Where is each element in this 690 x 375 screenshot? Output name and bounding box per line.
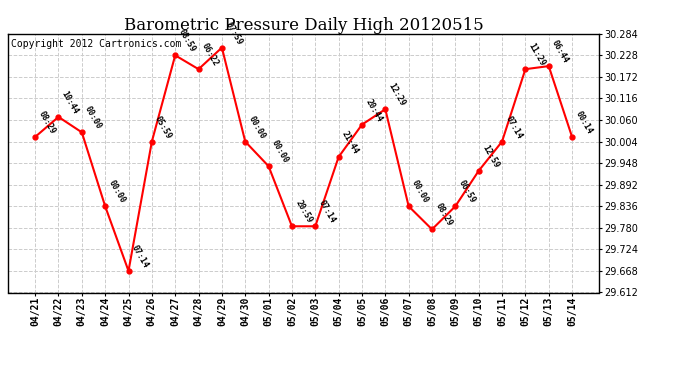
Text: 07:14: 07:14: [130, 243, 150, 270]
Text: 00:00: 00:00: [270, 139, 290, 165]
Text: 05:59: 05:59: [153, 114, 174, 140]
Text: Copyright 2012 Cartronics.com: Copyright 2012 Cartronics.com: [11, 39, 181, 49]
Text: 20:59: 20:59: [293, 199, 314, 225]
Text: 21:44: 21:44: [340, 129, 360, 156]
Text: 12:59: 12:59: [480, 143, 500, 170]
Text: 12:29: 12:29: [386, 82, 407, 108]
Text: 08:29: 08:29: [433, 202, 454, 228]
Text: 07:59: 07:59: [224, 20, 244, 46]
Text: 07:14: 07:14: [317, 199, 337, 225]
Text: 20:44: 20:44: [364, 97, 384, 123]
Text: 06:22: 06:22: [200, 42, 220, 68]
Text: 08:59: 08:59: [177, 28, 197, 54]
Text: 00:00: 00:00: [246, 114, 267, 140]
Text: 00:00: 00:00: [106, 179, 127, 205]
Text: 00:00: 00:00: [83, 105, 104, 131]
Text: 06:59: 06:59: [457, 179, 477, 205]
Text: 00:00: 00:00: [410, 179, 431, 205]
Text: 11:29: 11:29: [526, 42, 547, 68]
Text: 06:44: 06:44: [550, 39, 571, 65]
Text: 00:14: 00:14: [573, 110, 594, 135]
Title: Barometric Pressure Daily High 20120515: Barometric Pressure Daily High 20120515: [124, 16, 484, 34]
Text: 10:44: 10:44: [60, 89, 80, 116]
Text: 07:14: 07:14: [504, 114, 524, 140]
Text: 08:29: 08:29: [37, 110, 57, 135]
